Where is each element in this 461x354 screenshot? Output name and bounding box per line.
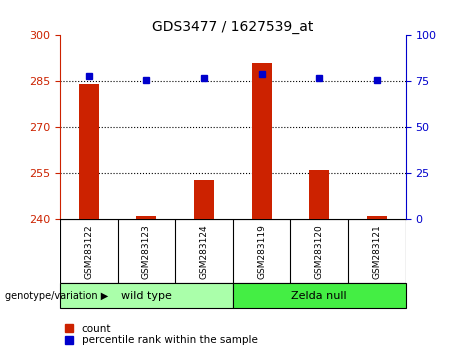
Title: GDS3477 / 1627539_at: GDS3477 / 1627539_at: [152, 21, 313, 34]
Text: GSM283119: GSM283119: [257, 224, 266, 279]
Bar: [194, 179, 214, 219]
Legend: count, percentile rank within the sample: count, percentile rank within the sample: [65, 324, 258, 345]
Text: GSM283121: GSM283121: [372, 224, 381, 279]
Bar: [252, 63, 272, 219]
Text: GSM283122: GSM283122: [84, 224, 93, 279]
Text: genotype/variation ▶: genotype/variation ▶: [5, 291, 108, 301]
Text: GSM283123: GSM283123: [142, 224, 151, 279]
Bar: [60, 283, 233, 308]
Bar: [367, 216, 387, 219]
Text: GSM283120: GSM283120: [315, 224, 324, 279]
Bar: [79, 85, 99, 219]
Text: wild type: wild type: [121, 291, 172, 301]
Text: Zelda null: Zelda null: [291, 291, 347, 301]
Bar: [233, 283, 406, 308]
Bar: [309, 170, 329, 219]
Bar: [136, 216, 156, 219]
Text: GSM283124: GSM283124: [200, 224, 208, 279]
